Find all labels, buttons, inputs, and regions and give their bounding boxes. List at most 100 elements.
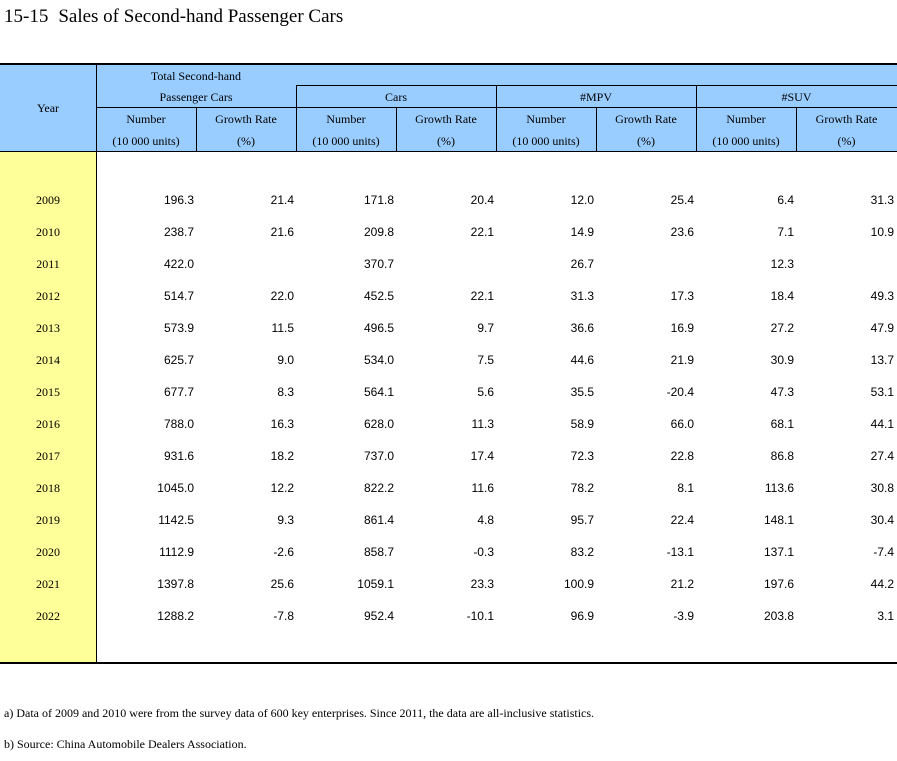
row-year: 2013 <box>36 321 60 335</box>
cell-total-num: 1288.2 <box>157 609 194 623</box>
cell-mpv-num: 26.7 <box>570 257 594 271</box>
subheader-growth: Growth Rate <box>815 112 878 126</box>
note-a: a) Data of 2009 and 2010 were from the s… <box>4 706 595 720</box>
header-mpv: #MPV <box>579 90 612 104</box>
subheader-growth-unit: (%) <box>637 134 655 148</box>
cell-cars-num: 496.5 <box>363 321 394 335</box>
data-table: Year Total Second-hand Passenger Cars Ca… <box>0 63 897 664</box>
subheader-number: Number <box>726 112 766 126</box>
table-row: 2013 573.9 11.5 496.5 9.7 36.6 16.9 27.2 47.9 <box>0 317 897 339</box>
cell-cars-num: 952.4 <box>363 609 394 623</box>
cell-cars-gr: 20.4 <box>470 193 494 207</box>
cell-suv-gr: 27.4 <box>870 449 894 463</box>
cell-suv-gr <box>796 253 894 275</box>
cell-suv-num: 6.4 <box>777 193 794 207</box>
subheader-number: Number <box>326 112 366 126</box>
table-row: 2020 1112.9 -2.6 858.7 -0.3 83.2 -13.1 137.1 -7.… <box>0 541 897 563</box>
row-year: 2022 <box>36 609 60 623</box>
header-year: Year <box>36 101 60 115</box>
cell-mpv-num: 31.3 <box>570 289 594 303</box>
cell-cars-num: 861.4 <box>363 513 394 527</box>
cell-total-num: 1045.0 <box>157 481 194 495</box>
cell-total-gr: 11.5 <box>271 321 294 335</box>
cell-cars-num: 564.1 <box>363 385 394 399</box>
header-cars: Cars <box>385 90 407 104</box>
subheader-growth-unit: (%) <box>837 134 856 148</box>
cell-cars-num: 534.0 <box>363 353 394 367</box>
cell-total-gr: 18.2 <box>270 449 294 463</box>
row-year: 2020 <box>36 545 60 559</box>
cell-suv-num: 18.4 <box>770 289 794 303</box>
cell-total-gr: 21.6 <box>270 225 294 239</box>
cell-mpv-gr: 22.8 <box>670 449 694 463</box>
cell-mpv-num: 78.2 <box>570 481 594 495</box>
cell-cars-num: 737.0 <box>363 449 394 463</box>
cell-total-num: 573.9 <box>163 321 194 335</box>
table-header: Year Total Second-hand Passenger Cars Ca… <box>0 63 897 152</box>
cell-suv-gr: 44.2 <box>870 577 894 591</box>
cell-suv-gr: -7.4 <box>873 545 894 559</box>
cell-total-gr: 16.3 <box>270 417 294 431</box>
table-row: 2019 1142.5 9.3 861.4 4.8 95.7 22.4 148.1 30.4 <box>0 509 897 531</box>
cell-cars-num: 822.2 <box>363 481 394 495</box>
cell-total-gr: -2.6 <box>273 545 294 559</box>
subheader-number-unit: (10 000 units) <box>112 134 180 148</box>
cell-mpv-num: 100.9 <box>563 577 594 591</box>
cell-cars-gr: 11.6 <box>471 481 494 495</box>
row-year: 2021 <box>36 577 60 591</box>
table-bottom-rule <box>0 662 897 664</box>
cell-mpv-num: 35.5 <box>570 385 594 399</box>
cell-mpv-gr: 8.1 <box>677 481 694 495</box>
row-year: 2012 <box>36 289 60 303</box>
cell-total-gr: 22.0 <box>270 289 294 303</box>
cell-total-gr: 12.2 <box>270 481 294 495</box>
header-total-line2: Passenger Cars <box>159 90 233 104</box>
cell-mpv-gr: 16.9 <box>670 321 694 335</box>
cell-total-gr: -7.8 <box>273 609 294 623</box>
subheader-number-unit: (10 000 units) <box>712 134 780 148</box>
cell-mpv-num: 83.2 <box>570 545 594 559</box>
cell-suv-num: 27.2 <box>770 321 794 335</box>
cell-mpv-gr: -20.4 <box>666 385 694 399</box>
cell-suv-gr: 30.4 <box>870 513 894 527</box>
table-row: 2015 677.7 8.3 564.1 5.6 35.5 -20.4 47.3 53.1 <box>0 381 897 403</box>
subheader-growth: Growth Rate <box>415 112 477 126</box>
cell-mpv-num: 96.9 <box>570 609 594 623</box>
row-year: 2009 <box>36 193 60 207</box>
cell-mpv-gr: -3.9 <box>673 609 694 623</box>
table-number: 15-15 <box>4 6 49 27</box>
cell-mpv-num: 14.9 <box>570 225 594 239</box>
header-total-line1: Total Second-hand <box>150 69 242 83</box>
cell-cars-num: 628.0 <box>363 417 394 431</box>
cell-total-num: 1142.5 <box>158 513 194 527</box>
cell-cars-num: 1059.1 <box>357 577 394 591</box>
cell-suv-gr: 30.8 <box>870 481 894 495</box>
year-column <box>0 152 96 662</box>
cell-total-gr <box>196 253 294 275</box>
cell-total-num: 238.7 <box>163 225 194 239</box>
header-suv: #SUV <box>781 90 812 104</box>
subheader-growth: Growth Rate <box>615 112 677 126</box>
cell-mpv-gr <box>596 253 694 275</box>
cell-suv-gr: 13.7 <box>870 353 894 367</box>
row-year: 2015 <box>36 385 60 399</box>
cell-mpv-num: 72.3 <box>570 449 594 463</box>
subheader-growth: Growth Rate <box>215 112 277 126</box>
table-row: 2022 1288.2 -7.8 952.4 -10.1 96.9 -3.9 203.8 3.1 <box>0 605 897 627</box>
cell-cars-num: 370.7 <box>363 257 394 271</box>
cell-total-gr: 9.0 <box>277 353 294 367</box>
cell-suv-num: 203.8 <box>763 609 794 623</box>
table-row: 2012 514.7 22.0 452.5 22.1 31.3 17.3 18.4 49.3 <box>0 285 897 307</box>
cell-suv-num: 86.8 <box>770 449 794 463</box>
table-row: 2016 788.0 16.3 628.0 11.3 58.9 66.0 68.1 44.1 <box>0 413 897 435</box>
table-row: 2010 238.7 21.6 209.8 22.1 14.9 23.6 7.1 10.9 <box>0 221 897 243</box>
cell-cars-gr: 23.3 <box>470 577 494 591</box>
cell-suv-num: 12.3 <box>770 257 794 271</box>
cell-mpv-gr: 21.9 <box>670 353 694 367</box>
cell-mpv-gr: 66.0 <box>670 417 694 431</box>
table-title-text: Sales of Second-hand Passenger Cars <box>58 6 344 27</box>
row-year: 2014 <box>36 353 60 367</box>
cell-suv-num: 68.1 <box>770 417 794 431</box>
cell-suv-num: 30.9 <box>770 353 794 367</box>
cell-suv-num: 137.1 <box>763 545 794 559</box>
